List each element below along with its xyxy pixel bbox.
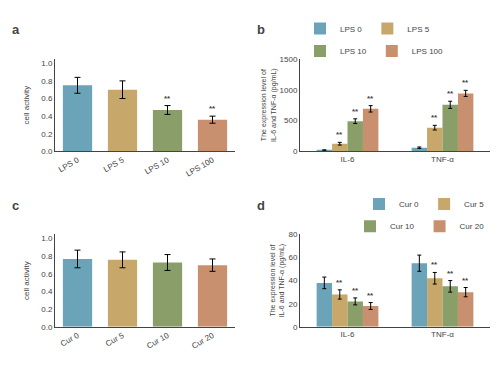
svg-text:The expression level ofIL-6 an: The expression level ofIL-6 and TNF-α (p… bbox=[261, 68, 278, 142]
svg-text:0: 0 bbox=[293, 323, 298, 332]
svg-text:TNF-α: TNF-α bbox=[431, 155, 454, 164]
svg-text:The expression level ofIL-6 an: The expression level ofIL-6 and TNF-α (p… bbox=[269, 244, 286, 318]
svg-text:40: 40 bbox=[288, 276, 297, 285]
svg-text:**: ** bbox=[352, 107, 359, 116]
svg-text:1.0: 1.0 bbox=[41, 234, 53, 243]
svg-text:LPS 10: LPS 10 bbox=[143, 155, 171, 176]
svg-text:d: d bbox=[257, 198, 265, 213]
svg-text:**: ** bbox=[462, 78, 469, 87]
svg-text:LPS 100: LPS 100 bbox=[412, 47, 443, 56]
svg-text:1000: 1000 bbox=[280, 85, 298, 94]
svg-text:0.6: 0.6 bbox=[41, 270, 53, 279]
svg-text:60: 60 bbox=[288, 253, 297, 262]
svg-text:LPS 5: LPS 5 bbox=[407, 25, 429, 34]
svg-text:**: ** bbox=[447, 89, 454, 98]
svg-text:0.8: 0.8 bbox=[41, 252, 53, 261]
svg-text:0.6: 0.6 bbox=[41, 94, 53, 103]
svg-text:**: ** bbox=[336, 278, 343, 287]
svg-text:**: ** bbox=[367, 291, 374, 300]
svg-text:Cur 0: Cur 0 bbox=[399, 200, 419, 209]
svg-text:c: c bbox=[12, 198, 19, 213]
svg-text:Cur 0: Cur 0 bbox=[59, 331, 81, 349]
svg-text:**: ** bbox=[367, 94, 374, 103]
svg-text:0: 0 bbox=[293, 147, 298, 156]
svg-text:cell activity: cell activity bbox=[22, 261, 31, 300]
svg-text:Cur 5: Cur 5 bbox=[104, 331, 126, 349]
svg-text:80: 80 bbox=[288, 230, 297, 239]
svg-text:0.4: 0.4 bbox=[41, 112, 53, 121]
svg-text:0.0: 0.0 bbox=[41, 323, 53, 332]
svg-text:**: ** bbox=[164, 94, 171, 103]
svg-text:LPS 100: LPS 100 bbox=[184, 155, 216, 178]
svg-text:**: ** bbox=[352, 286, 359, 295]
svg-text:0.0: 0.0 bbox=[41, 147, 53, 156]
svg-text:cell activity: cell activity bbox=[22, 86, 31, 125]
svg-text:20: 20 bbox=[288, 300, 297, 309]
svg-text:Cur 20: Cur 20 bbox=[460, 222, 485, 231]
svg-text:0.4: 0.4 bbox=[41, 287, 53, 296]
svg-text:1500: 1500 bbox=[280, 55, 298, 64]
svg-text:LPS 0: LPS 0 bbox=[340, 25, 362, 34]
svg-text:0.2: 0.2 bbox=[41, 305, 53, 314]
svg-text:**: ** bbox=[462, 276, 469, 285]
svg-text:IL-6: IL-6 bbox=[341, 330, 355, 339]
svg-text:**: ** bbox=[431, 260, 438, 269]
svg-text:500: 500 bbox=[284, 116, 298, 125]
svg-text:**: ** bbox=[209, 104, 216, 113]
svg-text:Cur 10: Cur 10 bbox=[390, 222, 415, 231]
svg-text:LPS 0: LPS 0 bbox=[57, 155, 81, 174]
svg-text:TNF-α: TNF-α bbox=[431, 330, 454, 339]
svg-text:Cur 10: Cur 10 bbox=[145, 331, 171, 351]
svg-text:**: ** bbox=[447, 269, 454, 278]
svg-text:1.0: 1.0 bbox=[41, 59, 53, 68]
svg-text:Cur 5: Cur 5 bbox=[464, 200, 484, 209]
svg-text:Cur 20: Cur 20 bbox=[190, 331, 216, 351]
svg-text:**: ** bbox=[431, 113, 438, 122]
svg-text:LPS 5: LPS 5 bbox=[102, 155, 126, 174]
svg-text:b: b bbox=[257, 22, 265, 37]
svg-text:0.2: 0.2 bbox=[41, 130, 53, 139]
svg-text:IL-6: IL-6 bbox=[341, 155, 355, 164]
svg-text:LPS 10: LPS 10 bbox=[340, 47, 367, 56]
svg-text:**: ** bbox=[336, 130, 343, 139]
svg-text:0.8: 0.8 bbox=[41, 77, 53, 86]
svg-text:a: a bbox=[12, 22, 20, 37]
